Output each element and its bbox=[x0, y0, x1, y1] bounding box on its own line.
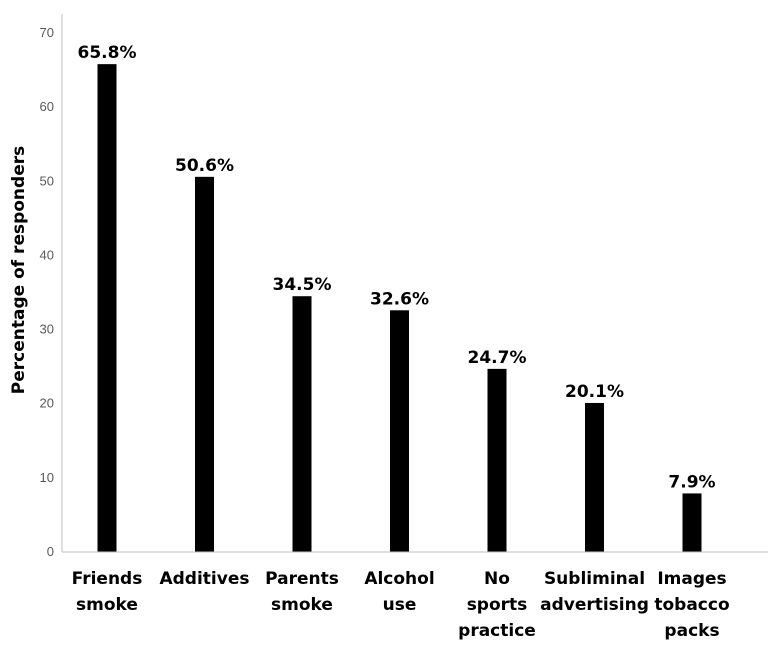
y-tick-label: 0 bbox=[47, 544, 54, 559]
y-axis-title-group: Percentage of responders bbox=[9, 146, 29, 394]
x-tick-label: Additives bbox=[159, 569, 249, 589]
data-label: 34.5% bbox=[273, 275, 332, 295]
bar bbox=[390, 310, 409, 552]
y-tick-label: 10 bbox=[40, 470, 54, 485]
y-axis-title: Percentage of responders bbox=[9, 146, 29, 394]
bars bbox=[97, 64, 702, 552]
x-tick-label: Alcohol use bbox=[364, 569, 434, 615]
y-tick-label: 70 bbox=[40, 25, 54, 40]
data-label: 20.1% bbox=[565, 382, 624, 402]
x-tick-label-line: advertising bbox=[540, 595, 649, 615]
x-tick-label-line: packs bbox=[664, 621, 719, 641]
data-label: 24.7% bbox=[468, 348, 527, 368]
x-tick-label-line: Additives bbox=[159, 569, 249, 589]
x-tick-label-line: Subliminal bbox=[544, 569, 645, 589]
x-tick-label: No sports practice bbox=[458, 569, 536, 641]
x-tick-label-line: tobacco bbox=[654, 595, 729, 615]
data-label: 7.9% bbox=[668, 472, 715, 492]
x-tick-label: Friends smoke bbox=[72, 569, 143, 615]
x-tick-label-line: smoke bbox=[76, 595, 138, 615]
y-tick-label: 50 bbox=[40, 173, 54, 188]
bar bbox=[97, 64, 117, 552]
bar bbox=[195, 176, 214, 552]
x-tick-label-line: Friends bbox=[72, 569, 143, 589]
category-labels: Friends smoke Additives Parents smoke Alcohol… bbox=[72, 569, 730, 641]
y-axis-ticks: 0 10 20 30 40 50 60 70 bbox=[40, 25, 54, 559]
y-tick-label: 40 bbox=[40, 247, 54, 262]
data-labels: 65.8% 50.6% 34.5% 32.6% 24.7% 20.1% 7.9% bbox=[78, 43, 716, 492]
data-label: 65.8% bbox=[78, 43, 137, 63]
bar bbox=[585, 402, 604, 552]
x-tick-label: Subliminal advertising bbox=[540, 569, 649, 615]
data-label: 32.6% bbox=[370, 289, 429, 309]
x-tick-label-line: use bbox=[383, 595, 417, 615]
y-tick-label: 30 bbox=[40, 322, 54, 337]
bar bbox=[292, 296, 312, 552]
x-tick-label: Images tobacco packs bbox=[654, 569, 729, 641]
bar bbox=[487, 368, 507, 552]
x-tick-label-line: Parents bbox=[265, 569, 339, 589]
x-tick-label-line: practice bbox=[458, 621, 536, 641]
x-tick-label-line: No bbox=[484, 569, 510, 589]
data-label: 50.6% bbox=[175, 156, 234, 176]
x-tick-label-line: Images bbox=[657, 569, 726, 589]
x-tick-label-line: smoke bbox=[271, 595, 333, 615]
y-tick-label: 60 bbox=[40, 99, 54, 114]
axes bbox=[61, 14, 768, 553]
x-tick-label: Parents smoke bbox=[265, 569, 339, 615]
x-tick-label-line: Alcohol bbox=[364, 569, 434, 589]
x-tick-label-line: sports bbox=[467, 595, 528, 615]
y-tick-label: 20 bbox=[40, 396, 54, 411]
bar bbox=[682, 493, 702, 552]
